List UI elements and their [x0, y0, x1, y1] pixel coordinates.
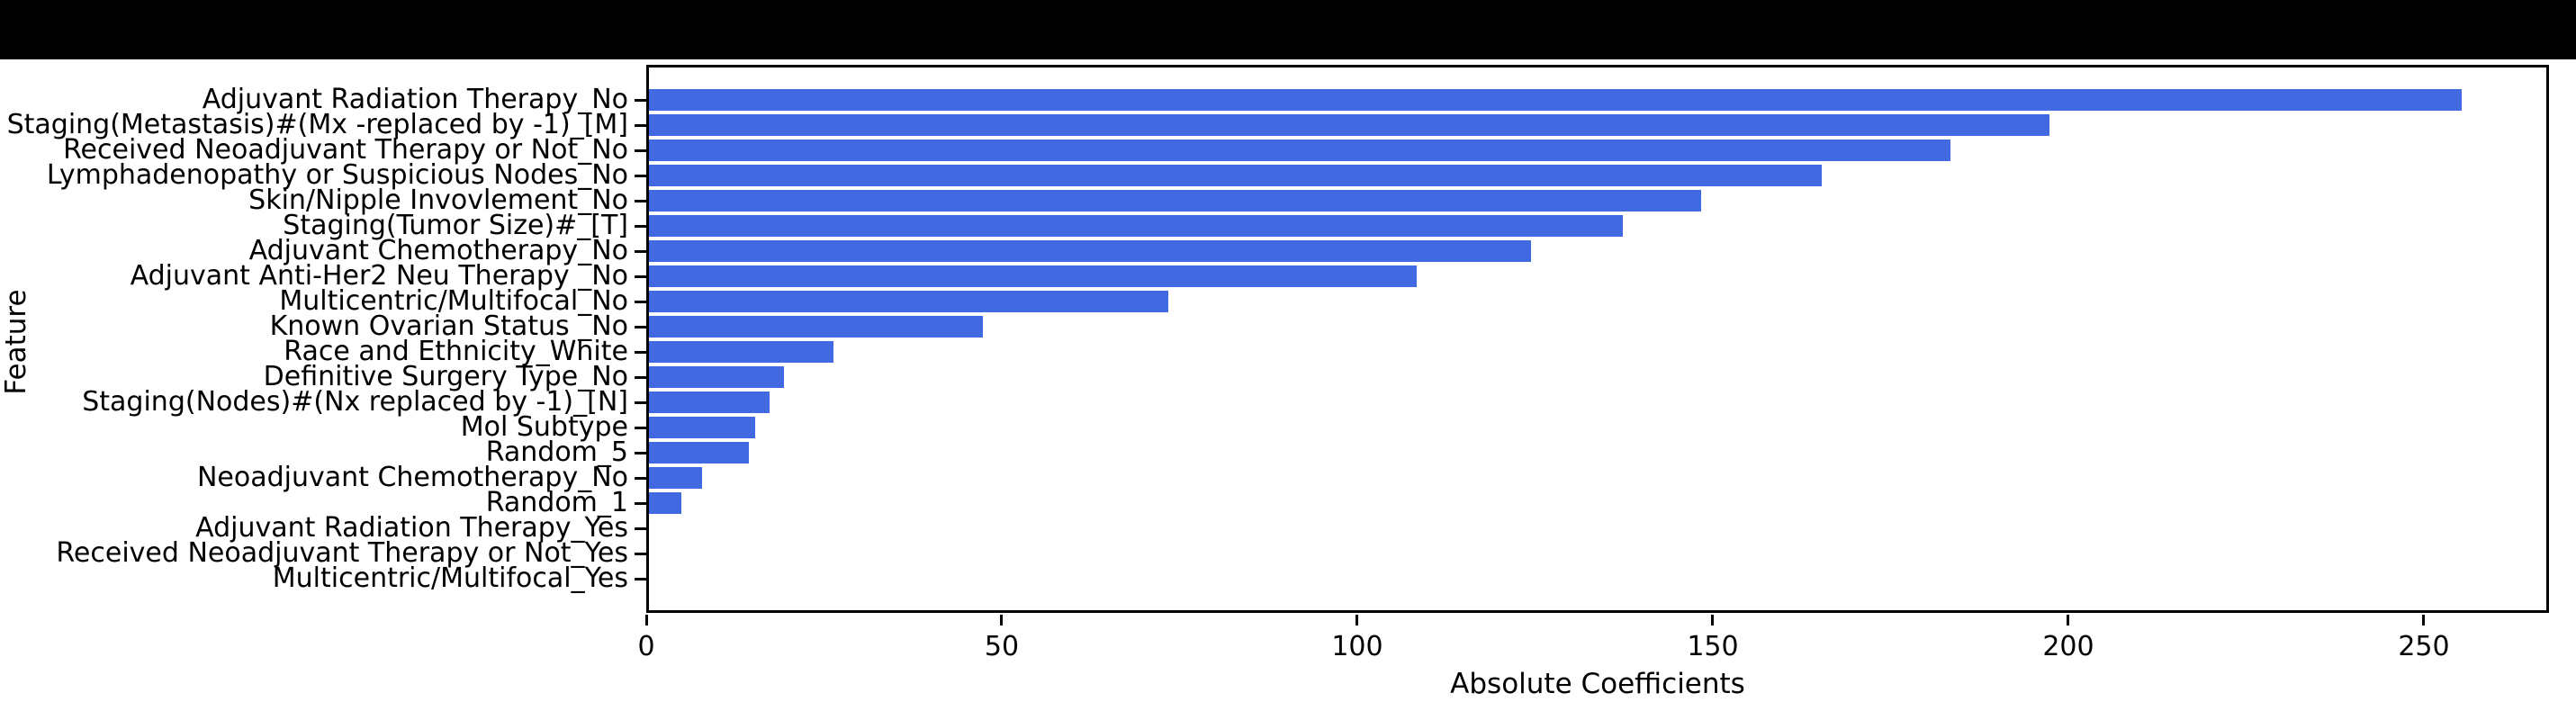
- x-tick-label: 200: [2042, 631, 2094, 662]
- y-tick-mark: [635, 148, 646, 152]
- bar: [649, 366, 785, 388]
- bar: [649, 316, 984, 338]
- y-tick-label: Definitive Surgery Type_No: [263, 361, 628, 392]
- bar: [649, 291, 1168, 312]
- bar: [649, 240, 1531, 262]
- y-tick-mark: [635, 451, 646, 454]
- bar: [649, 140, 1950, 161]
- y-tick-mark: [635, 375, 646, 379]
- y-tick-mark: [635, 476, 646, 480]
- y-tick-label: Neoadjuvant Chemotherapy_No: [196, 462, 628, 493]
- y-tick-label: Multicentric/Multifocal_Yes: [272, 562, 628, 594]
- y-tick-label: Random_1: [485, 487, 628, 518]
- y-tick-mark: [635, 300, 646, 303]
- y-tick-label: Lymphadenopathy or Suspicious Nodes_No: [46, 159, 628, 191]
- y-tick-mark: [635, 426, 646, 429]
- y-tick-label: Adjuvant Chemotherapy_No: [248, 235, 628, 266]
- y-tick-label: Known Ovarian Status _No: [269, 310, 628, 342]
- bar: [649, 417, 756, 438]
- y-tick-label: Random_5: [485, 436, 628, 468]
- bar: [649, 89, 2463, 111]
- x-tick-label: 0: [637, 631, 655, 662]
- y-tick-label: Race and Ethnicity_White: [284, 336, 628, 367]
- x-tick-mark: [1356, 615, 1359, 626]
- y-tick-mark: [635, 350, 646, 354]
- y-tick-label: Multicentric/Multifocal_No: [279, 285, 628, 317]
- y-tick-label: Staging(Metastasis)#(Mx -replaced by -1)…: [6, 109, 628, 140]
- x-tick-mark: [2067, 615, 2070, 626]
- bar: [649, 392, 770, 413]
- y-tick-mark: [635, 325, 646, 328]
- x-tick-mark: [2422, 615, 2426, 626]
- y-tick-mark: [635, 199, 646, 202]
- y-tick-mark: [635, 577, 646, 580]
- y-tick-mark: [635, 98, 646, 102]
- bar: [649, 114, 2050, 136]
- y-tick-label: Adjuvant Anti-Her2 Neu Therapy _No: [130, 260, 628, 292]
- y-tick-label: Received Neoadjuvant Therapy or Not_No: [63, 134, 628, 166]
- y-tick-label: Adjuvant Radiation Therapy_Yes: [195, 512, 628, 544]
- y-tick-mark: [635, 249, 646, 253]
- x-tick-label: 150: [1687, 631, 1739, 662]
- y-tick-label: Staging(Tumor Size)#_[T]: [283, 210, 628, 241]
- bar: [649, 165, 1823, 186]
- x-axis-label: Absolute Coefficients: [1450, 668, 1745, 700]
- y-tick-label: Received Neoadjuvant Therapy or Not_Yes: [56, 537, 628, 569]
- bar: [649, 215, 1624, 237]
- x-tick-label: 250: [2398, 631, 2450, 662]
- plot-area: [646, 65, 2549, 613]
- y-tick-mark: [635, 400, 646, 404]
- y-tick-mark: [635, 123, 646, 127]
- bar: [649, 190, 1702, 212]
- x-tick-label: 100: [1331, 631, 1383, 662]
- y-tick-mark: [635, 501, 646, 505]
- x-tick-mark: [1000, 615, 1004, 626]
- bar: [649, 492, 682, 514]
- x-tick-mark: [644, 615, 648, 626]
- x-tick-label: 50: [984, 631, 1020, 662]
- y-tick-mark: [635, 224, 646, 228]
- bar: [649, 341, 834, 363]
- bar: [649, 266, 1418, 287]
- y-tick-label: Adjuvant Radiation Therapy_No: [202, 84, 628, 115]
- y-tick-mark: [635, 274, 646, 278]
- bar: [649, 467, 703, 489]
- x-tick-mark: [1711, 615, 1715, 626]
- y-tick-mark: [635, 526, 646, 530]
- y-tick-mark: [635, 174, 646, 177]
- y-tick-label: Skin/Nipple Invovlement_No: [248, 184, 628, 216]
- top-black-band: [0, 0, 2576, 59]
- y-tick-label: Staging(Nodes)#(Nx replaced by -1)_[N]: [82, 386, 628, 418]
- bar: [649, 442, 749, 464]
- y-tick-label: Mol Subtype: [460, 411, 628, 443]
- y-tick-mark: [635, 552, 646, 555]
